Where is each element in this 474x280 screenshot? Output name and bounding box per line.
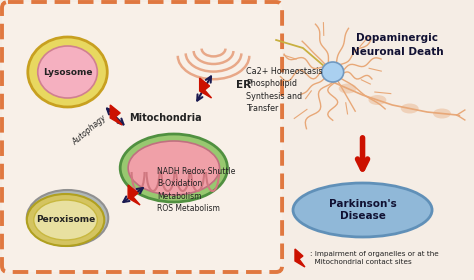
Text: Peroxisome: Peroxisome (36, 216, 95, 225)
Text: Ca2+ Homeostasis
Phospholipid
Synthesis and
Transfer: Ca2+ Homeostasis Phospholipid Synthesis … (246, 67, 323, 113)
FancyBboxPatch shape (2, 2, 282, 272)
Ellipse shape (27, 194, 104, 246)
Ellipse shape (433, 109, 451, 118)
Ellipse shape (34, 200, 97, 240)
Ellipse shape (322, 62, 344, 82)
Text: Dopaminergic: Dopaminergic (356, 33, 438, 43)
Text: ER: ER (236, 80, 251, 90)
Text: Parkinson's
Disease: Parkinson's Disease (328, 199, 396, 221)
Text: : Impairment of organelles or at the
  Mitochondrial contact sites: : Impairment of organelles or at the Mit… (310, 251, 438, 265)
Text: Lysosome: Lysosome (43, 67, 92, 76)
Text: Autophagy: Autophagy (71, 113, 108, 147)
Ellipse shape (339, 83, 356, 94)
Polygon shape (110, 105, 122, 125)
Ellipse shape (128, 141, 219, 195)
Text: Mitochondria: Mitochondria (129, 113, 202, 123)
Ellipse shape (401, 104, 419, 113)
Polygon shape (128, 185, 140, 205)
Polygon shape (200, 78, 211, 98)
Text: NADH Redox Shuttle
B-Oxidation
Metabolism
ROS Metabolism: NADH Redox Shuttle B-Oxidation Metabolis… (157, 167, 235, 213)
Ellipse shape (293, 183, 432, 237)
Ellipse shape (38, 46, 97, 98)
Ellipse shape (27, 190, 108, 246)
Ellipse shape (120, 134, 228, 202)
Ellipse shape (28, 37, 107, 107)
Text: Neuronal Death: Neuronal Death (351, 47, 444, 57)
Polygon shape (295, 249, 305, 267)
Ellipse shape (368, 95, 386, 105)
